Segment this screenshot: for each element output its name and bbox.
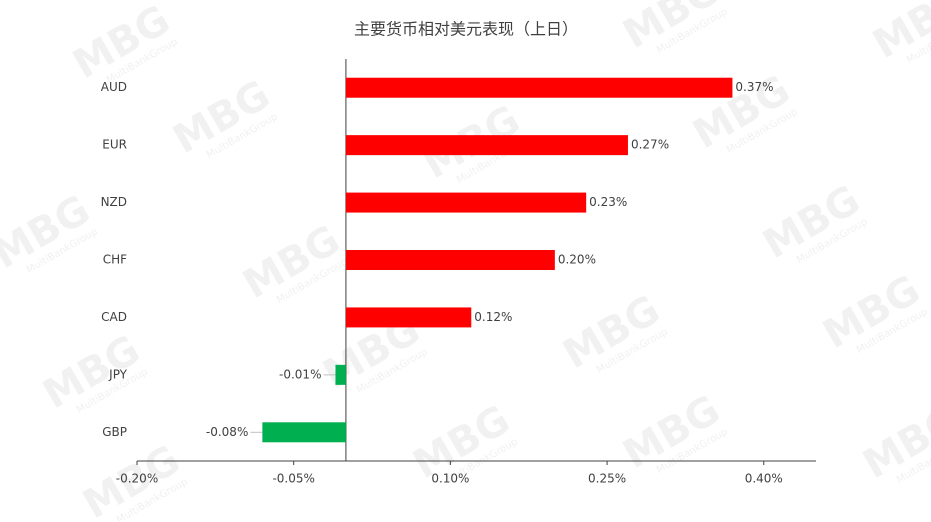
y-tick-label: JPY	[108, 367, 128, 381]
bar	[345, 77, 733, 98]
data-label: -0.01%	[279, 367, 321, 381]
data-label: 0.27%	[631, 138, 669, 152]
bar	[335, 364, 346, 385]
bar	[345, 135, 628, 156]
data-label: 0.23%	[589, 195, 627, 209]
y-tick-label: AUD	[101, 80, 127, 94]
data-label: 0.37%	[735, 80, 773, 94]
y-tick-label: NZD	[101, 195, 127, 209]
y-tick-label: CHF	[103, 253, 127, 267]
watermark-text: MBG	[616, 0, 728, 58]
y-tick-label: GBP	[102, 425, 127, 439]
x-tick-label: -0.05%	[272, 472, 314, 486]
chart-title: 主要货币相对美元表现（上日）	[354, 20, 578, 39]
y-tick-label: CAD	[101, 310, 127, 324]
data-label: -0.08%	[206, 425, 248, 439]
x-tick-label: 0.10%	[431, 472, 469, 486]
bar	[345, 192, 587, 213]
data-label: 0.12%	[474, 310, 512, 324]
bar	[345, 250, 555, 270]
x-tick-label: 0.40%	[745, 472, 783, 486]
x-tick-label: -0.20%	[116, 472, 158, 486]
bar	[262, 422, 346, 443]
y-tick-label: EUR	[102, 138, 127, 152]
x-tick-label: 0.25%	[588, 472, 626, 486]
data-label: 0.20%	[558, 253, 596, 267]
bar	[345, 307, 472, 328]
